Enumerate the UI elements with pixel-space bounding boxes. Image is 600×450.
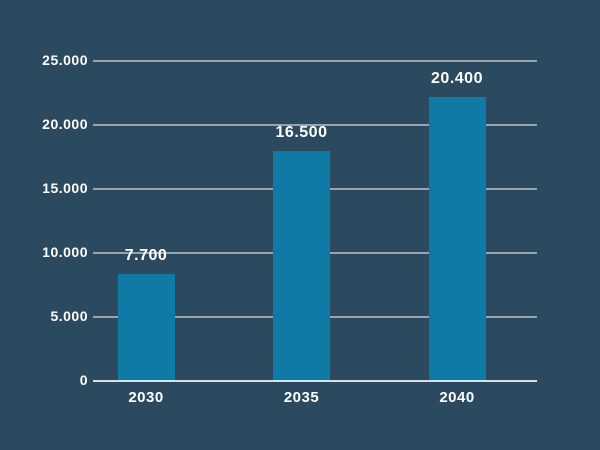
bar-value-label: 16.500 [275,124,328,142]
x-axis-tick-label: 2030 [128,389,164,406]
x-axis-tick-label: 2035 [283,389,320,406]
gridline [93,60,537,62]
gridline [93,124,537,126]
x-axis-line [93,380,537,382]
y-axis-tick-label: 20.000 [42,116,88,132]
bar-value-label: 7.700 [124,246,168,264]
y-axis-tick-label: 15.000 [42,180,88,196]
y-axis-tick-label: 0 [79,372,88,388]
bar-value-label: 20.400 [431,69,483,87]
y-axis-tick-label: 5.000 [50,308,88,324]
bar-2030 [117,273,175,381]
y-axis-tick-label: 10.000 [42,244,88,260]
bar-2035 [273,151,330,381]
x-axis-tick-label: 2040 [439,389,475,406]
y-axis-tick-label: 25.000 [42,52,88,68]
bar-2040 [428,96,486,381]
